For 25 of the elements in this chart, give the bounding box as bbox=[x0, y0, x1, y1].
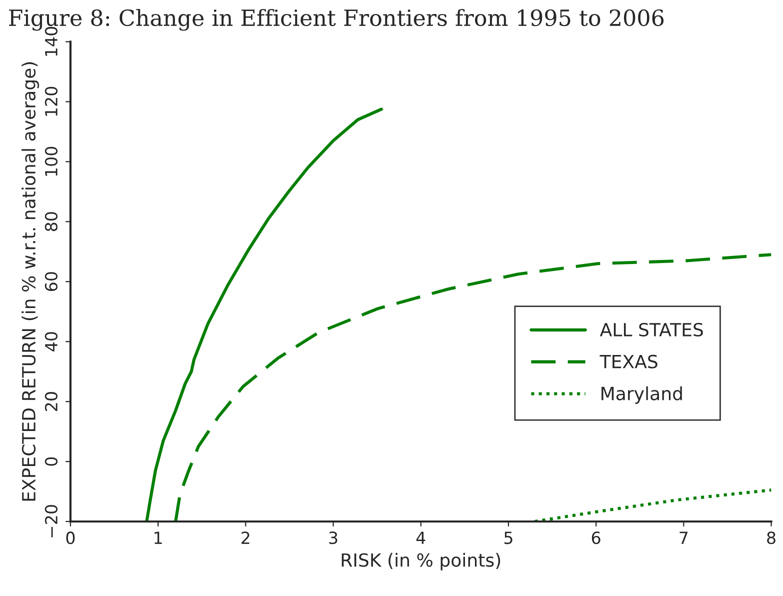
y-tick-label: −20 bbox=[44, 505, 58, 538]
line-series bbox=[533, 488, 772, 522]
x-tick-label: 4 bbox=[416, 532, 426, 544]
line-series bbox=[174, 253, 772, 522]
legend-label: ALL STATES bbox=[600, 322, 703, 336]
x-tick-label: 5 bbox=[504, 532, 512, 544]
legend-label: Maryland bbox=[602, 386, 682, 404]
x-tick-label: 7 bbox=[680, 532, 688, 544]
y-tick-label: 100 bbox=[44, 146, 58, 176]
x-tick-label: 3 bbox=[329, 532, 338, 544]
y-tick-label: 120 bbox=[44, 86, 58, 116]
x-tick-label: 2 bbox=[242, 532, 250, 544]
y-tick-label: 60 bbox=[44, 272, 58, 292]
y-tick-label: 80 bbox=[44, 212, 58, 232]
y-tick-label: 40 bbox=[44, 332, 58, 352]
x-tick-label: 0 bbox=[66, 532, 75, 544]
legend-label: TEXAS bbox=[600, 354, 658, 368]
x-tick-label: 1 bbox=[154, 532, 162, 544]
x-axis-title: RISK (in % points) bbox=[342, 552, 500, 570]
x-tick-label: 6 bbox=[592, 532, 600, 544]
line-series bbox=[145, 108, 383, 522]
y-tick-label: 0 bbox=[44, 457, 58, 466]
y-axis-title: EXPECTED RETURN (in % w.r.t. national average) bbox=[22, 62, 40, 501]
y-tick-label: 20 bbox=[44, 392, 58, 411]
x-tick-label: 8 bbox=[767, 532, 776, 544]
